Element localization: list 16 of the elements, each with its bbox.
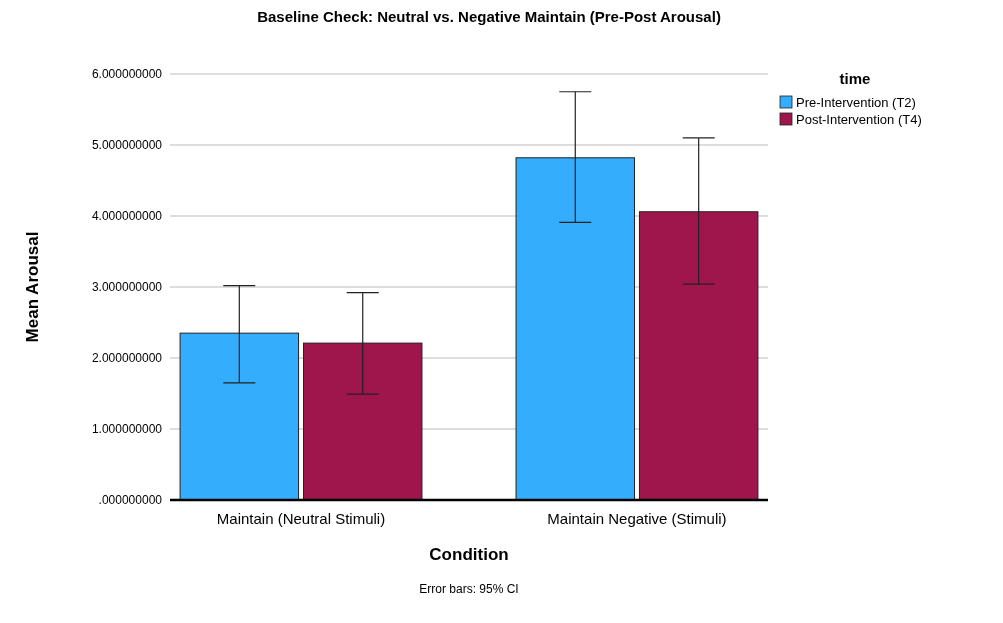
y-tick-label: 6.000000000 <box>91 67 163 82</box>
chart-title: Baseline Check: Neutral vs. Negative Maintain (Pre-Post Arousal) <box>257 8 721 25</box>
text: Error bars: 95% CI <box>419 582 519 596</box>
y-tick-label: 5.000000000 <box>91 138 163 153</box>
y-tick-label: 2.000000000 <box>91 351 163 366</box>
y-tick-label: 3.000000000 <box>91 280 163 295</box>
legend-title: time <box>839 70 871 87</box>
y-axis-title: Mean Arousal <box>23 231 42 343</box>
y-tick-label: 1.000000000 <box>91 422 163 437</box>
y-tick-label: 4.000000000 <box>91 209 163 224</box>
x-tick-label: Maintain Negative (Stimuli) <box>547 510 727 527</box>
x-axis-title: Condition <box>429 545 509 564</box>
legend-label: Post-Intervention (T4) <box>796 111 922 127</box>
y-tick-label: .000000000 <box>98 493 163 508</box>
x-tick-label: Maintain (Neutral Stimuli) <box>216 510 386 527</box>
legend-label: Pre-Intervention (T2) <box>796 94 916 110</box>
